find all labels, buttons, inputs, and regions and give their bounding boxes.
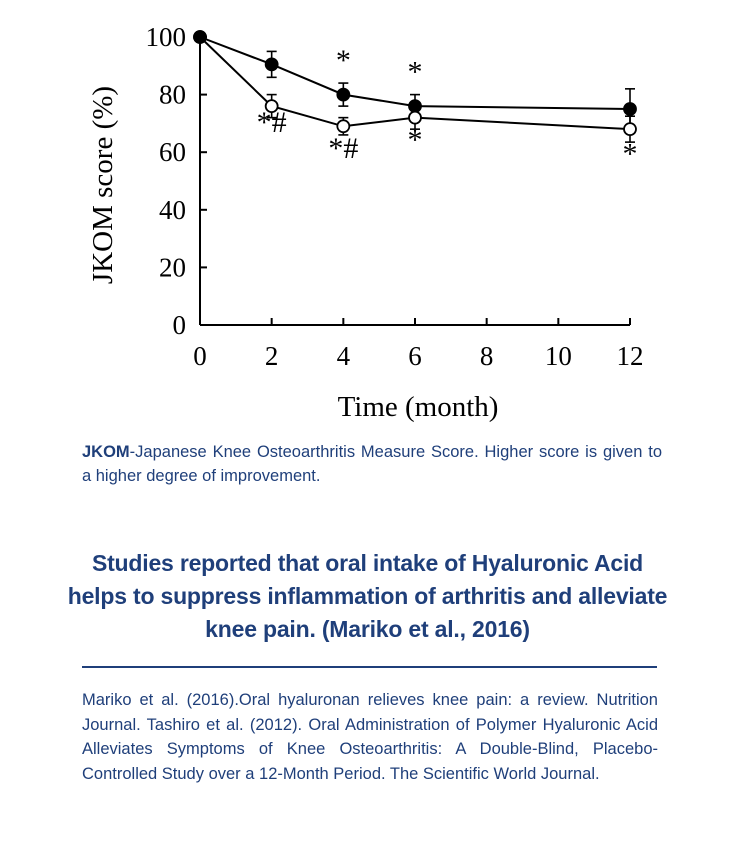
caption-term: JKOM xyxy=(82,443,130,461)
x-tick-label: 6 xyxy=(408,341,422,371)
data-point xyxy=(408,110,422,125)
data-point xyxy=(336,87,351,102)
significance-marker: *# xyxy=(257,106,287,139)
x-tick-label: 12 xyxy=(617,341,644,371)
chart-axes: 0 20 40 60 80 100 0 2 4 6 8 10 12 xyxy=(146,22,644,371)
y-tick-label: 60 xyxy=(159,137,186,167)
chart-series xyxy=(193,30,637,143)
references-text: Mariko et al. (2016).Oral hyaluronan rel… xyxy=(82,691,658,783)
y-tick-label: 80 xyxy=(159,80,186,110)
data-point xyxy=(264,57,279,72)
y-axis-label: JKOM score (%) xyxy=(87,86,119,284)
significance-marker: * xyxy=(408,123,423,156)
series-2 xyxy=(193,30,637,143)
jkom-line-chart: 0 20 40 60 80 100 0 2 4 6 8 10 12 *# * *# * * * JKOM scor… xyxy=(87,22,644,423)
data-point xyxy=(336,119,351,134)
data-point xyxy=(264,99,279,114)
chart-annotations: *# * *# * * * xyxy=(257,44,638,171)
y-tick-label: 100 xyxy=(146,22,187,52)
x-axis-label: Time (month) xyxy=(338,391,499,423)
data-point xyxy=(623,122,637,137)
significance-marker: * xyxy=(623,138,638,171)
y-tick-label: 40 xyxy=(159,195,186,225)
x-tick-label: 2 xyxy=(265,341,279,371)
data-point xyxy=(623,102,637,116)
y-tick-label: 20 xyxy=(159,252,186,282)
significance-marker: * xyxy=(336,44,351,77)
x-tick-label: 8 xyxy=(480,341,494,371)
caption-text: -Japanese Knee Osteoarthritis Measure Sc… xyxy=(82,443,662,485)
significance-marker: * xyxy=(408,56,423,89)
chart-caption: JKOM-Japanese Knee Osteoarthritis Measur… xyxy=(82,440,662,488)
x-tick-label: 0 xyxy=(193,341,207,371)
significance-marker: *# xyxy=(328,132,358,165)
headline: Studies reported that oral intake of Hya… xyxy=(67,550,668,642)
y-tick-label: 0 xyxy=(173,310,187,340)
divider-line xyxy=(82,666,657,668)
x-tick-label: 10 xyxy=(545,341,572,371)
x-tick-label: 4 xyxy=(337,341,351,371)
data-point xyxy=(193,30,207,44)
